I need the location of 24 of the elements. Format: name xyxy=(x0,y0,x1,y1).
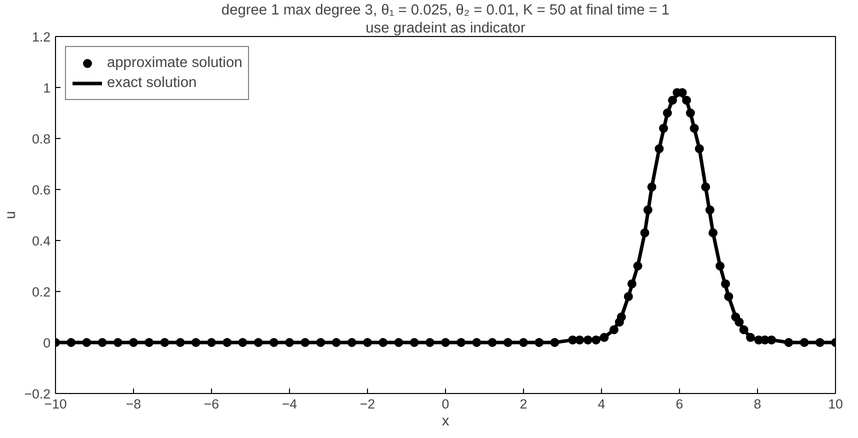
x-tick-label: −4 xyxy=(282,396,298,412)
y-tick-label: 0.6 xyxy=(32,182,51,198)
legend-label: approximate solution xyxy=(107,55,242,71)
legend-label: exact solution xyxy=(107,75,197,91)
chart-subtitle: use gradeint as indicator xyxy=(366,20,526,36)
x-tick-label: 6 xyxy=(676,396,684,412)
x-tick-label: −6 xyxy=(204,396,220,412)
x-tick-label: 8 xyxy=(754,396,762,412)
x-tick-label: 4 xyxy=(598,396,606,412)
y-axis-title: u xyxy=(3,210,20,220)
x-tick-label: 10 xyxy=(828,396,843,412)
x-tick-label: −8 xyxy=(126,396,142,412)
y-tick-label: 1 xyxy=(43,80,51,96)
y-tick-label: 0.8 xyxy=(32,132,51,146)
y-tick-label: 0.2 xyxy=(32,284,51,300)
x-axis-title: x xyxy=(442,414,450,430)
chart-title: degree 1 max degree 3, θ₁ = 0.025, θ₂ = 0.01, K = 50 at final time = 1 xyxy=(221,2,670,18)
x-tick-label: −2 xyxy=(360,396,376,412)
y-tick-label: 0 xyxy=(43,336,51,350)
y-tick-label: 0.4 xyxy=(32,234,52,248)
x-tick-label: 0 xyxy=(442,396,450,412)
y-tick-label: 1.2 xyxy=(32,30,51,44)
x-tick-label: 2 xyxy=(520,396,528,412)
y-tick-label: −0.2 xyxy=(24,386,50,402)
